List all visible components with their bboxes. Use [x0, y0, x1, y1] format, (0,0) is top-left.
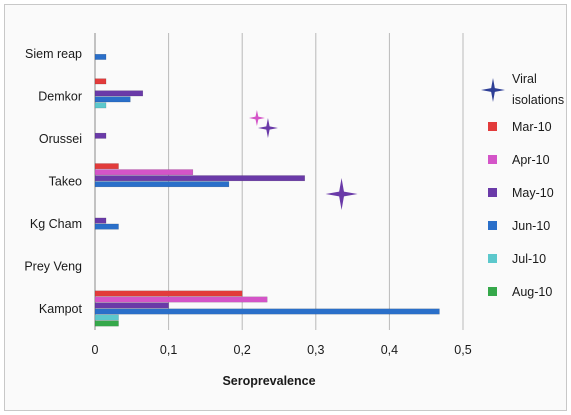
bar-kampot-jul-10 [94, 314, 119, 321]
viral-isolation-star [325, 178, 358, 210]
legend-label-apr-10: Apr-10 [512, 153, 550, 167]
legend-swatch-jun-10 [488, 221, 497, 230]
bar-kg-cham-may-10 [94, 217, 107, 224]
bar-demkor-jul-10 [94, 102, 107, 109]
x-tick-label: 0,2 [234, 343, 251, 357]
bar-takeo-may-10 [94, 175, 305, 182]
category-label-orussei: Orussei [39, 132, 82, 146]
viral-isolation-star [248, 110, 265, 126]
bar-takeo-mar-10 [94, 163, 119, 170]
bar-demkor-mar-10 [94, 78, 107, 85]
legend-label-may-10: May-10 [512, 186, 554, 200]
category-label-siem-reap: Siem reap [25, 47, 82, 61]
legend-swatch-jul-10 [488, 254, 497, 263]
legend-label-mar-10: Mar-10 [512, 120, 552, 134]
x-tick-label: 0,1 [160, 343, 177, 357]
bar-orussei-may-10 [94, 132, 107, 139]
bar-kampot-mar-10 [94, 290, 243, 297]
legend-swatch-may-10 [488, 188, 497, 197]
legend-label-jun-10: Jun-10 [512, 219, 550, 233]
legend-label-viral-isolations: Viral [512, 72, 537, 86]
legend-label-jul-10: Jul-10 [512, 252, 546, 266]
bar-kg-cham-jun-10 [94, 223, 119, 230]
category-label-kampot: Kampot [39, 302, 83, 316]
category-label-kg-cham: Kg Cham [30, 217, 82, 231]
bar-kampot-aug-10 [94, 320, 119, 327]
category-label-prey-veng: Prey Veng [24, 259, 82, 273]
bar-siem-reap-jun-10 [94, 54, 107, 60]
legend-label-viral-isolations-line2: isolations [512, 93, 564, 107]
bar-takeo-jun-10 [94, 181, 230, 188]
bar-kampot-jun-10 [94, 308, 440, 315]
viral-isolation-star [257, 118, 278, 138]
bar-kampot-apr-10 [94, 296, 268, 303]
x-axis-label: Seroprevalence [222, 374, 315, 388]
x-tick-label: 0,3 [307, 343, 324, 357]
legend-viral-isolations-star [481, 78, 505, 102]
legend-swatch-mar-10 [488, 122, 497, 131]
bar-demkor-jun-10 [94, 96, 131, 103]
x-tick-label: 0,5 [454, 343, 471, 357]
x-tick-label: 0 [92, 343, 99, 357]
bar-takeo-apr-10 [94, 169, 194, 176]
chart-frame [4, 4, 567, 411]
bar-kampot-may-10 [94, 302, 169, 309]
category-label-takeo: Takeo [49, 175, 82, 189]
legend-label-aug-10: Aug-10 [512, 285, 552, 299]
bar-demkor-may-10 [94, 90, 144, 97]
legend-swatch-aug-10 [488, 287, 497, 296]
x-tick-label: 0,4 [381, 343, 398, 357]
category-label-demkor: Demkor [38, 90, 82, 104]
legend-swatch-apr-10 [488, 155, 497, 164]
